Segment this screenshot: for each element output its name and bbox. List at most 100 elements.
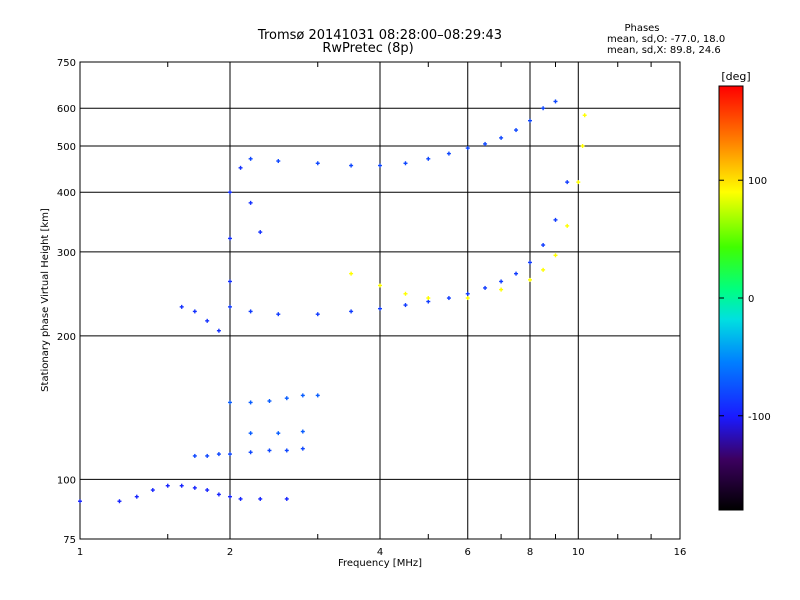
x-tick-label: 8 <box>527 547 533 558</box>
y-tick-label: 200 <box>57 332 76 343</box>
data-point <box>528 277 532 282</box>
data-point <box>315 393 320 398</box>
data-point <box>179 483 184 488</box>
data-point <box>378 283 382 288</box>
data-point <box>248 200 253 205</box>
data-point <box>514 128 519 133</box>
data-point <box>499 279 504 284</box>
y-tick-label: 600 <box>57 104 76 115</box>
data-point <box>483 141 488 146</box>
data-point <box>205 453 210 458</box>
phase-heading: Phases <box>624 23 659 34</box>
data-point <box>216 452 221 457</box>
data-point <box>238 496 243 501</box>
colorbar-ticks: -100 0 100 <box>719 176 771 423</box>
data-point <box>248 309 253 314</box>
data-point <box>258 496 263 501</box>
data-point <box>228 236 232 241</box>
data-point <box>403 303 408 308</box>
colorbar-tick-label: 0 <box>748 294 754 305</box>
data-point <box>403 161 408 166</box>
data-point <box>553 253 558 258</box>
data-point <box>228 304 232 309</box>
colorbar-tick-label: -100 <box>748 412 771 423</box>
data-point <box>426 299 431 304</box>
data-point <box>216 492 221 497</box>
x-axis-label: Frequency [MHz] <box>338 558 422 569</box>
phase-stats-o: mean, sd,O: -77.0, 18.0 <box>607 34 725 45</box>
data-point <box>541 267 546 272</box>
data-point <box>576 180 581 185</box>
data-point <box>267 448 272 453</box>
data-point <box>300 446 305 451</box>
y-tick-label: 100 <box>57 475 76 486</box>
data-point <box>465 291 470 296</box>
data-point <box>582 113 587 118</box>
data-point <box>248 400 253 405</box>
data-point <box>284 448 289 453</box>
data-point <box>228 452 232 457</box>
data-point <box>192 485 197 490</box>
data-point <box>465 146 470 151</box>
y-axis-label: Stationary phase Virtual Height [km] <box>40 208 51 392</box>
data-point <box>565 180 570 185</box>
grid-lines <box>80 62 680 539</box>
data-point <box>349 309 354 314</box>
data-point <box>205 488 210 493</box>
data-point <box>179 304 184 309</box>
y-axis-ticks: 75 100 200 300 400 500 600 750 <box>57 58 76 546</box>
data-point <box>426 296 431 301</box>
data-point <box>300 393 305 398</box>
data-point <box>378 163 382 168</box>
data-point <box>248 431 253 436</box>
data-point <box>528 118 532 123</box>
colorbar-label: [deg] <box>721 70 750 83</box>
data-point <box>378 306 382 311</box>
y-tick-label: 400 <box>57 188 76 199</box>
data-points <box>78 99 587 504</box>
data-point <box>228 279 232 284</box>
x-tick-label: 10 <box>572 547 585 558</box>
colorbar-tick-label: 100 <box>748 176 767 187</box>
y-tick-label: 500 <box>57 142 76 153</box>
data-point <box>248 450 253 455</box>
data-point <box>258 230 263 235</box>
data-point <box>541 243 546 248</box>
phase-stats-x: mean, sd,X: 89.8, 24.6 <box>607 45 721 56</box>
data-point <box>276 159 281 164</box>
data-point <box>228 400 232 405</box>
data-point <box>446 151 451 156</box>
data-point <box>276 431 281 436</box>
data-point <box>580 143 585 148</box>
data-point <box>465 296 470 301</box>
data-point <box>134 494 139 499</box>
data-point <box>553 99 558 104</box>
data-point <box>228 190 232 195</box>
data-point <box>248 156 253 161</box>
chart-title: Tromsø 20141031 08:28:00–08:29:43 <box>257 28 502 43</box>
data-point <box>541 106 546 111</box>
data-point <box>565 223 570 228</box>
data-point <box>300 429 305 434</box>
data-point <box>403 291 408 296</box>
data-point <box>315 312 320 317</box>
y-tick-label: 750 <box>57 58 76 69</box>
data-point <box>150 488 155 493</box>
y-tick-label: 75 <box>63 535 76 546</box>
data-point <box>499 135 504 140</box>
data-point <box>349 271 354 276</box>
data-point <box>78 499 82 504</box>
data-point <box>499 287 504 292</box>
data-point <box>426 156 431 161</box>
data-point <box>514 271 519 276</box>
data-point <box>165 483 170 488</box>
data-point <box>446 296 451 301</box>
x-axis-ticks: 1 2 4 6 8 10 16 <box>77 62 687 558</box>
data-point <box>553 217 558 222</box>
data-point <box>205 318 210 323</box>
y-tick-label: 300 <box>57 248 76 259</box>
x-tick-label: 2 <box>227 547 233 558</box>
chart-subtitle: RwPretec (8p) <box>322 41 413 56</box>
x-tick-label: 16 <box>674 547 687 558</box>
